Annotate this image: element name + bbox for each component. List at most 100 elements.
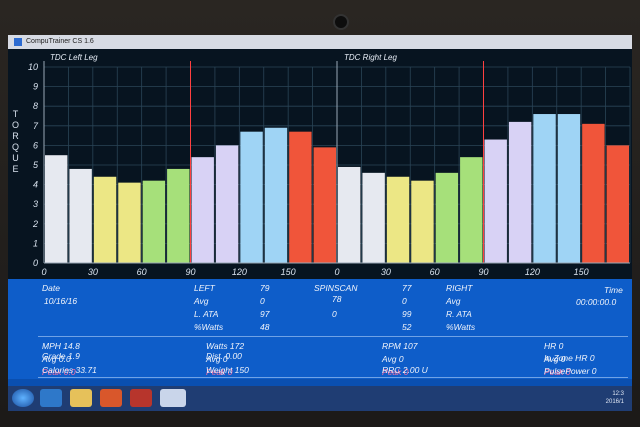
y-axis-title-letter: U: [12, 153, 22, 163]
right-label: RIGHT: [446, 283, 473, 293]
torque-bar: [338, 166, 361, 263]
date-label: Date: [42, 283, 60, 293]
y-tick-label: 8: [33, 101, 38, 111]
title-bar: CompuTrainer CS 1.6: [8, 35, 632, 49]
calories-value: Calories 33.71: [42, 365, 97, 375]
x-tick-label: 150: [574, 267, 589, 277]
clock-date: 2016/1: [605, 399, 624, 405]
watts-value: Watts 172: [206, 341, 245, 351]
left-watts-value: 48: [260, 322, 270, 332]
y-axis-title-letter: Q: [12, 142, 23, 152]
rpm-avg: Avg 0: [382, 354, 404, 364]
computrainer-window-button[interactable]: [160, 389, 186, 407]
weight-value: Weight 150: [206, 365, 249, 375]
date-value: 10/16/16: [44, 296, 78, 306]
stats-panel: Date 10/16/16 LEFT 79 Avg 0 L. ATA 97 %W…: [8, 279, 632, 379]
left-label: LEFT: [194, 283, 215, 293]
y-tick-label: 2: [32, 219, 38, 229]
mph-peak: Peak 0.0: [42, 367, 76, 377]
left-leg-title: TDC Left Leg: [50, 53, 98, 62]
torque-bar: [557, 114, 581, 263]
folder-icon[interactable]: [70, 389, 92, 407]
torque-bar: [215, 145, 239, 263]
computrainer-shield-icon[interactable]: [130, 389, 152, 407]
spinscan-chart: 0 1 2 3 4 5 6 7 8 9 10 0 30 60 90 120 150 0 30 60 90 120 150 T…: [8, 49, 632, 279]
torque-bar: [142, 180, 166, 263]
spinscan-avg: 78: [332, 294, 342, 304]
torque-bar: [484, 139, 507, 263]
taskbar: 12:3 2016/1: [8, 386, 632, 411]
y-tick-label: 7: [33, 121, 39, 131]
y-tick-label: 9: [33, 82, 38, 92]
x-tick-label: 120: [232, 267, 247, 277]
spinscan-value: 77: [402, 283, 412, 293]
x-tick-label: 0: [334, 267, 339, 277]
y-axis-title-letter: T: [12, 109, 22, 119]
torque-bar: [45, 155, 68, 263]
screen: CompuTrainer CS 1.6 0 1 2 3 4 5 6 7 8 9 10 0 30 60 90 1…: [8, 35, 632, 411]
torque-bar: [167, 168, 190, 263]
divider-2: [38, 377, 628, 378]
right-watts-value: 52: [402, 322, 412, 332]
left-value: 79: [260, 283, 270, 293]
hr-value: HR 0: [544, 341, 564, 351]
torque-bar: [240, 131, 263, 263]
left-ata-label: L. ATA: [194, 309, 219, 319]
torque-bar: [93, 176, 117, 263]
dist-value: Dist. 0.00: [206, 351, 242, 361]
watts-peak: Peak 0: [206, 367, 233, 377]
right-avg-label: Avg: [446, 296, 461, 306]
spinscan-ata: 0: [332, 309, 337, 319]
right-ata-label: R. ATA: [446, 309, 472, 319]
chart-svg: 0 1 2 3 4 5 6 7 8 9 10 0 30 60 90 120 150 0 30 60 90 120 150: [28, 61, 631, 277]
torque-bar: [118, 182, 141, 263]
torque-bar: [289, 131, 312, 263]
x-tick-label: 90: [478, 267, 488, 277]
right-leg-title: TDC Right Leg: [344, 53, 397, 62]
rpm-value: RPM 107: [382, 341, 418, 351]
x-tick-label: 90: [185, 267, 195, 277]
rrc-value: RRC 2.00 U: [382, 365, 428, 375]
y-axis-title-letter: E: [12, 164, 22, 174]
time-value: 00:00:00.0: [576, 297, 617, 307]
hr-avg: Avg 0: [544, 354, 566, 364]
tray-icons[interactable]: [478, 389, 538, 407]
right-value: 0: [402, 296, 407, 306]
right-watts-label: %Watts: [446, 322, 476, 332]
torque-bar: [386, 176, 410, 263]
y-tick-label: 0: [33, 258, 38, 268]
app-icon: [14, 38, 22, 46]
y-tick-label: 4: [33, 180, 38, 190]
mph-value: MPH 14.8: [42, 341, 80, 351]
ie-icon[interactable]: [40, 389, 62, 407]
x-tick-label: 30: [381, 267, 391, 277]
inzone-hr-value: In Zone HR 0: [544, 353, 595, 363]
torque-bar: [460, 157, 483, 263]
spinscan-label: SPINSCAN: [314, 283, 358, 293]
torque-bar: [313, 147, 336, 263]
torque-bar: [264, 127, 288, 263]
y-tick-label: 10: [28, 62, 38, 72]
clock-time: 12:3: [612, 391, 624, 397]
start-button[interactable]: [12, 389, 34, 407]
torque-bar: [582, 123, 605, 263]
x-tick-label: 60: [430, 267, 440, 277]
y-tick-label: 3: [33, 199, 38, 209]
x-tick-label: 30: [88, 267, 98, 277]
media-player-icon[interactable]: [100, 389, 122, 407]
y-axis-title-letter: O: [12, 120, 23, 130]
torque-bar: [69, 168, 92, 263]
left-watts-label: %Watts: [194, 322, 224, 332]
left-ata-value: 97: [260, 309, 270, 319]
y-tick-label: 1: [33, 238, 38, 248]
left-avg-label: Avg: [194, 296, 209, 306]
time-label: Time: [604, 285, 623, 295]
torque-bar: [435, 172, 459, 263]
x-tick-label: 120: [525, 267, 540, 277]
x-tick-label: 60: [137, 267, 147, 277]
clock[interactable]: 12:3 2016/1: [606, 390, 624, 406]
y-axis-title-letter: R: [12, 131, 22, 141]
left-avg-value: 0: [260, 296, 265, 306]
